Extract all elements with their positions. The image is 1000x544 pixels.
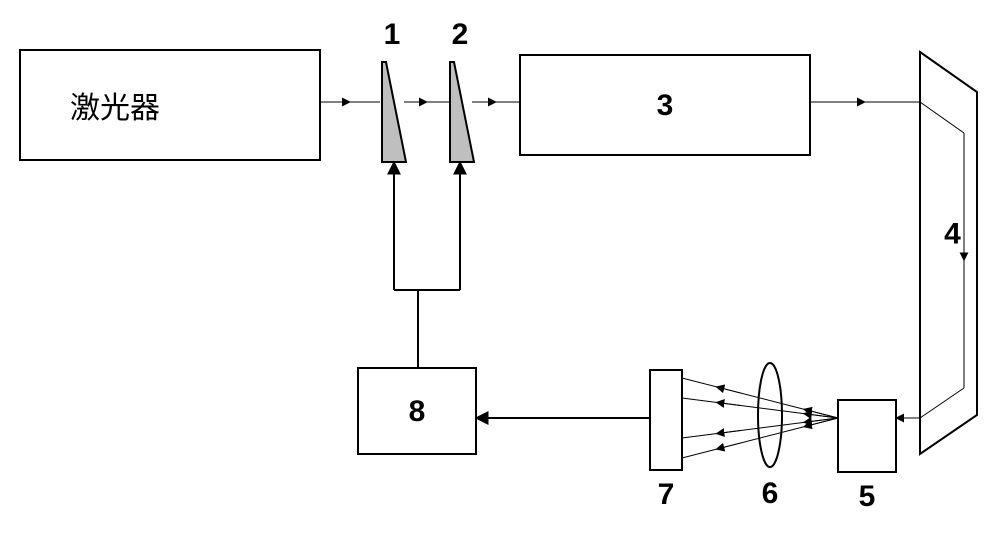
label-3: 3 <box>657 89 674 122</box>
wedge-2 <box>450 62 474 162</box>
scatter-arrow <box>716 443 741 449</box>
prism-4 <box>920 52 977 454</box>
scatter-arrow <box>716 402 741 405</box>
label-8: 8 <box>409 395 426 428</box>
lens-6 <box>758 363 782 467</box>
label-1: 1 <box>384 18 401 51</box>
scatter-arrow <box>804 409 838 418</box>
scatter-arrow <box>716 387 741 393</box>
box-7 <box>650 370 682 470</box>
box-5 <box>838 400 896 472</box>
wedge-1 <box>382 62 406 162</box>
laser-box <box>20 50 320 160</box>
label-4: 4 <box>944 218 961 251</box>
label-6: 6 <box>762 477 779 510</box>
label-7: 7 <box>658 478 675 511</box>
scatter-arrow <box>804 414 838 418</box>
label-5: 5 <box>859 480 876 513</box>
scatter-arrow <box>716 430 741 433</box>
label-2: 2 <box>452 18 469 51</box>
scatter-arrow <box>804 418 838 427</box>
scatter-arrow <box>804 418 838 422</box>
laser-label: 激光器 <box>70 92 160 125</box>
